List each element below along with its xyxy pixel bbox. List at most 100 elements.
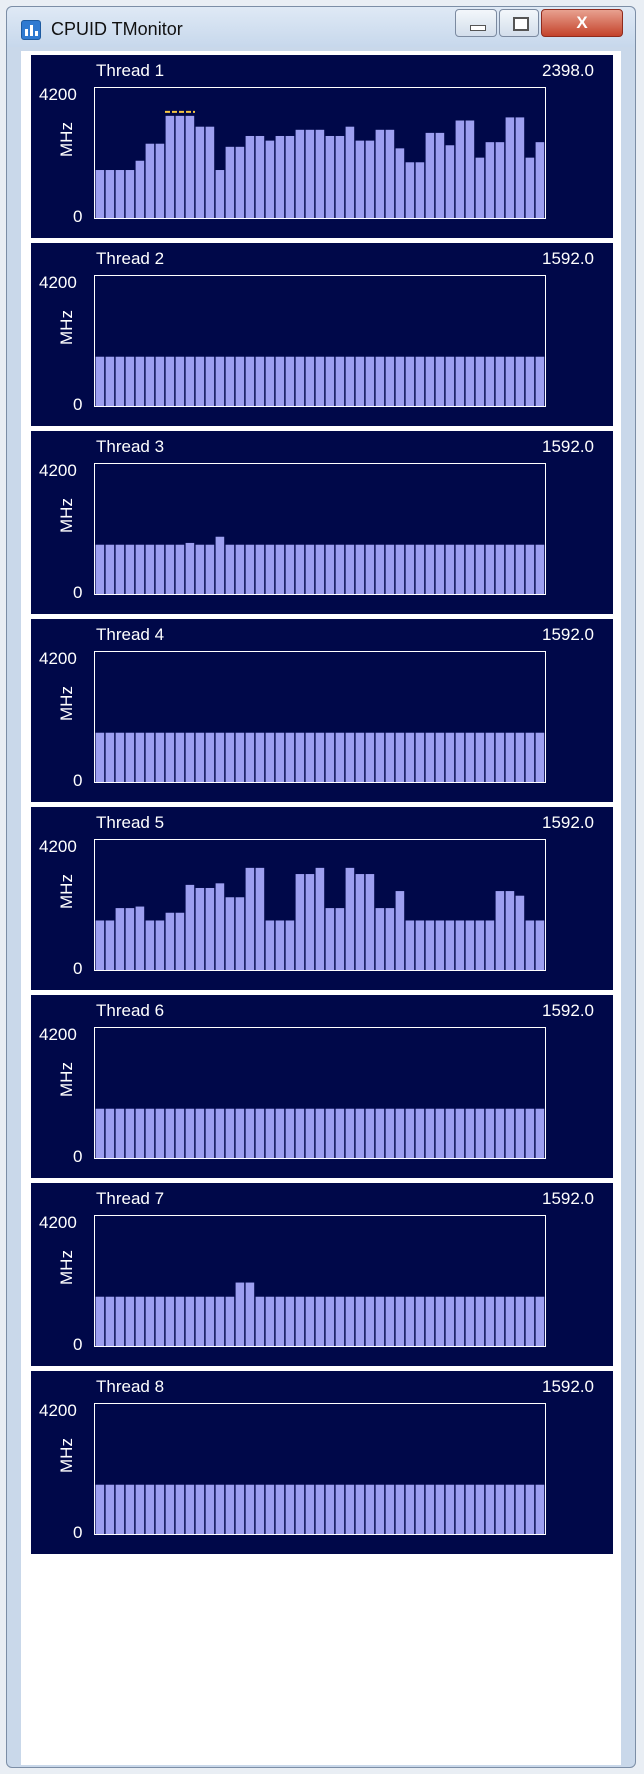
- y-axis-min-label: 0: [73, 583, 83, 602]
- chart-bar: [195, 887, 205, 970]
- chart-frame: [94, 1215, 546, 1347]
- y-axis-unit-label: MHz: [57, 686, 76, 721]
- chart-bar: [315, 544, 325, 594]
- chart-bar: [275, 1296, 285, 1346]
- chart-bar: [385, 544, 395, 594]
- title-bar[interactable]: CPUID TMonitor X: [7, 7, 635, 47]
- chart-bar: [365, 1484, 375, 1534]
- chart-bar: [345, 544, 355, 594]
- chart-bar: [295, 1484, 305, 1534]
- chart-bar: [525, 356, 535, 406]
- chart-bar: [115, 356, 125, 406]
- thread-label: Thread 7: [96, 1189, 165, 1208]
- chart-bar: [235, 1282, 245, 1346]
- thread-frequency-value: 2398.0: [542, 61, 594, 80]
- chart-bar: [465, 120, 475, 218]
- chart-bar: [105, 920, 115, 970]
- window-title: CPUID TMonitor: [51, 19, 183, 39]
- chart-bar: [155, 920, 165, 970]
- thread-frequency-value: 1592.0: [542, 1189, 594, 1208]
- y-axis-min-label: 0: [73, 395, 83, 414]
- chart-bar: [195, 1484, 205, 1534]
- close-icon: X: [576, 13, 588, 32]
- chart-bar: [365, 1108, 375, 1158]
- chart-frame: [94, 275, 546, 407]
- chart-bar: [255, 1484, 265, 1534]
- chart-frame: [94, 1403, 546, 1535]
- y-axis-unit-label: MHz: [57, 1062, 76, 1097]
- chart-bar: [485, 544, 495, 594]
- chart-bar: [105, 1108, 115, 1158]
- chart-bar: [245, 544, 255, 594]
- chart-bar: [255, 135, 265, 218]
- chart-bar: [435, 732, 445, 782]
- chart-bar: [375, 908, 385, 970]
- close-button[interactable]: X: [541, 9, 623, 37]
- chart-bar: [365, 140, 375, 218]
- chart-bar: [515, 895, 525, 970]
- chart-bar: [295, 1108, 305, 1158]
- chart-bar: [435, 1296, 445, 1346]
- chart-bar: [395, 148, 405, 218]
- minimize-icon: [470, 25, 486, 31]
- chart-bar: [505, 1296, 515, 1346]
- chart-bar: [505, 356, 515, 406]
- chart-bar: [245, 356, 255, 406]
- chart-bar: [495, 891, 505, 970]
- chart-bar: [345, 732, 355, 782]
- y-axis-min-label: 0: [73, 771, 83, 790]
- chart-bar: [145, 1484, 155, 1534]
- chart-bar: [405, 356, 415, 406]
- chart-bar: [125, 544, 135, 594]
- chart-bar: [445, 356, 455, 406]
- chart-bar: [455, 120, 465, 218]
- chart-bar: [335, 356, 345, 406]
- chart-bar: [285, 544, 295, 594]
- chart-bar: [215, 1108, 225, 1158]
- frequency-chart: [94, 1027, 546, 1159]
- chart-bar: [425, 1484, 435, 1534]
- chart-bar: [295, 1296, 305, 1346]
- chart-bar: [215, 356, 225, 406]
- chart-bar: [355, 874, 365, 970]
- chart-bar: [355, 732, 365, 782]
- chart-bar: [415, 732, 425, 782]
- chart-bar: [475, 1296, 485, 1346]
- chart-bar: [255, 732, 265, 782]
- chart-bar: [305, 129, 315, 218]
- chart-bar: [95, 920, 105, 970]
- chart-bar: [405, 1108, 415, 1158]
- chart-bar: [95, 1108, 105, 1158]
- chart-bar: [435, 544, 445, 594]
- chart-bar: [325, 135, 335, 218]
- chart-bar: [535, 142, 545, 218]
- chart-bar: [355, 1296, 365, 1346]
- chart-bar: [205, 1296, 215, 1346]
- y-axis-unit-label: MHz: [57, 1250, 76, 1285]
- chart-bar: [235, 146, 245, 218]
- chart-bar: [315, 129, 325, 218]
- chart-bar: [125, 908, 135, 970]
- thread-label: Thread 8: [96, 1377, 165, 1396]
- chart-bar: [305, 874, 315, 970]
- chart-bar: [185, 884, 195, 970]
- y-axis-unit-label: MHz: [57, 310, 76, 345]
- frequency-chart: [94, 87, 546, 219]
- chart-bar: [125, 356, 135, 406]
- chart-bar: [495, 356, 505, 406]
- chart-bar: [475, 157, 485, 218]
- chart-bar: [305, 356, 315, 406]
- minimize-button[interactable]: [455, 9, 497, 37]
- chart-bar: [515, 544, 525, 594]
- chart-bar: [455, 1296, 465, 1346]
- chart-bar: [385, 129, 395, 218]
- chart-bar: [365, 356, 375, 406]
- chart-bar: [495, 142, 505, 218]
- chart-bar: [325, 544, 335, 594]
- maximize-button[interactable]: [499, 9, 539, 37]
- chart-bar: [525, 157, 535, 218]
- chart-bar: [295, 129, 305, 218]
- chart-bar: [465, 544, 475, 594]
- chart-bar: [515, 117, 525, 218]
- chart-frame: [94, 651, 546, 783]
